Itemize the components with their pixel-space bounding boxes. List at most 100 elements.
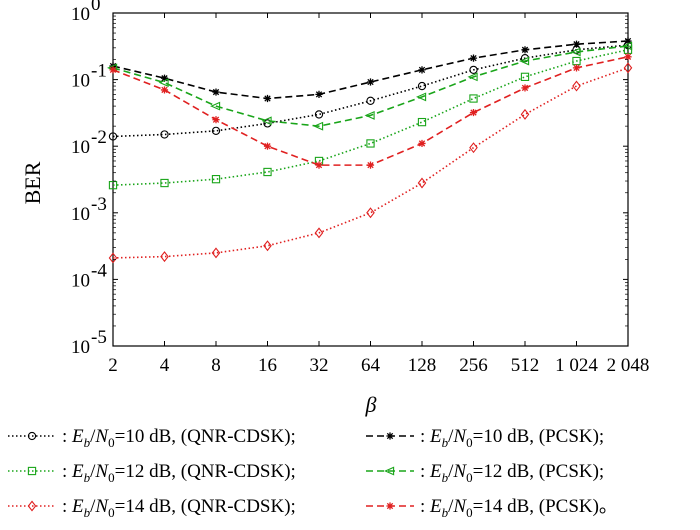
data-point <box>417 177 427 189</box>
legend-label-part: : <box>420 461 430 482</box>
data-point <box>160 74 169 82</box>
data-point <box>314 227 324 239</box>
data-point <box>416 92 427 102</box>
legend-label-part: E <box>429 426 442 447</box>
data-point <box>263 240 272 252</box>
legend: : Eb/N0=10 dB, (QNR-CDSK);: Eb/N0=10 dB,… <box>8 426 618 520</box>
legend-label-part: b <box>442 470 449 485</box>
series-0 <box>108 40 633 141</box>
legend-item: : Eb/N0=10 dB, (PCSK); <box>366 426 604 450</box>
data-point <box>108 132 118 141</box>
series-line <box>112 40 629 100</box>
data-point <box>212 116 220 124</box>
x-tick-label: 4 <box>160 355 170 376</box>
data-point <box>315 161 323 169</box>
legend-label-part: : <box>62 461 72 482</box>
data-point <box>570 47 581 57</box>
x-tick-label: 128 <box>408 355 437 376</box>
data-point <box>572 80 581 92</box>
x-tick-label: 16 <box>258 355 277 376</box>
data-point <box>521 46 529 54</box>
data-point <box>366 96 375 105</box>
legend-label-part: =10 dB, (QNR-CDSK); <box>115 426 296 447</box>
legend-label-part: N <box>94 426 109 447</box>
legend-item: : Eb/N0=12 dB, (QNR-CDSK); <box>8 461 296 485</box>
y-axis-label: BER <box>20 161 45 204</box>
data-point <box>418 139 426 148</box>
data-point <box>623 62 633 74</box>
legend-label-part: =14 dB, (QNR-CDSK); <box>115 496 296 517</box>
y-tick-label-exp: 0 <box>91 0 101 15</box>
data-point <box>211 175 221 184</box>
legend-marker <box>384 466 395 476</box>
data-point <box>211 126 221 136</box>
x-tick-label: 2 048 <box>607 355 650 376</box>
x-tick-label: 32 <box>310 355 329 376</box>
x-tick-label: 8 <box>211 355 221 376</box>
y-tick-label-exp: -1 <box>91 61 107 82</box>
legend-label-part: N <box>452 461 467 482</box>
x-tick-label: 512 <box>511 355 540 376</box>
legend-item: : Eb/N0=14 dB, (QNR-CDSK); <box>8 496 296 520</box>
legend-label-part: b <box>442 505 449 520</box>
series-layer <box>107 37 633 264</box>
x-tick-label: 1 024 <box>555 355 598 376</box>
legend-label-part: N <box>452 426 467 447</box>
data-point <box>572 40 581 48</box>
legend-label-part: / <box>448 496 454 517</box>
legend-label-part: 0 <box>466 505 473 520</box>
x-axis-label: β <box>365 392 377 417</box>
data-point <box>261 116 272 126</box>
data-point <box>109 66 117 74</box>
y-tick-label-base: 10 <box>71 71 90 92</box>
data-point <box>158 78 169 88</box>
y-tick-label-base: 10 <box>71 337 90 358</box>
x-tick-label: 64 <box>361 355 381 376</box>
legend-label: : Eb/N0=14 dB, (QNR-CDSK); <box>62 496 296 520</box>
data-point <box>469 54 478 62</box>
data-point <box>469 142 478 154</box>
legend-marker <box>27 431 37 441</box>
y-tick-label-base: 10 <box>71 270 90 291</box>
data-point <box>572 64 581 72</box>
legend-label-part: N <box>94 496 109 517</box>
y-tick-label-exp: -4 <box>91 260 107 281</box>
data-point <box>211 247 221 259</box>
data-point <box>314 110 324 119</box>
data-point <box>469 65 478 75</box>
y-tick-label-exp: -5 <box>91 327 107 348</box>
legend-label-part: =12 dB, (QNR-CDSK); <box>115 461 296 482</box>
data-point <box>520 72 530 81</box>
legend-marker <box>386 502 394 510</box>
data-point <box>624 53 632 61</box>
legend-label-part: 0 <box>108 435 115 450</box>
data-point <box>366 207 375 219</box>
legend-marker <box>386 432 394 440</box>
series-4 <box>108 62 633 264</box>
legend-item: : Eb/N0=12 dB, (PCSK); <box>366 461 604 485</box>
legend-label-part: =10 dB, (PCSK); <box>473 426 605 447</box>
data-point <box>417 117 427 127</box>
data-point <box>160 130 169 139</box>
data-point <box>263 167 272 177</box>
legend-label-part: : <box>62 426 72 447</box>
y-tick-label-base: 10 <box>71 137 90 158</box>
data-point <box>160 251 169 263</box>
data-point <box>313 121 324 131</box>
data-point <box>519 56 530 66</box>
legend-label-part: / <box>90 496 96 517</box>
series-line <box>112 49 629 186</box>
y-tick-label-base: 10 <box>71 4 90 25</box>
x-tick-label: 2 <box>108 355 118 376</box>
legend-label-part: b <box>442 435 449 450</box>
data-point <box>521 84 529 92</box>
y-tick-label-exp: -3 <box>91 194 107 215</box>
data-point <box>467 72 478 82</box>
legend-label-part: b <box>84 505 91 520</box>
legend-item: : Eb/N0=14 dB, (PCSK)。 <box>366 496 618 520</box>
data-point <box>366 139 375 148</box>
legend-item: : Eb/N0=10 dB, (QNR-CDSK); <box>8 426 296 450</box>
legend-label-part: b <box>84 470 91 485</box>
legend-label-part: =12 dB, (PCSK); <box>473 461 605 482</box>
